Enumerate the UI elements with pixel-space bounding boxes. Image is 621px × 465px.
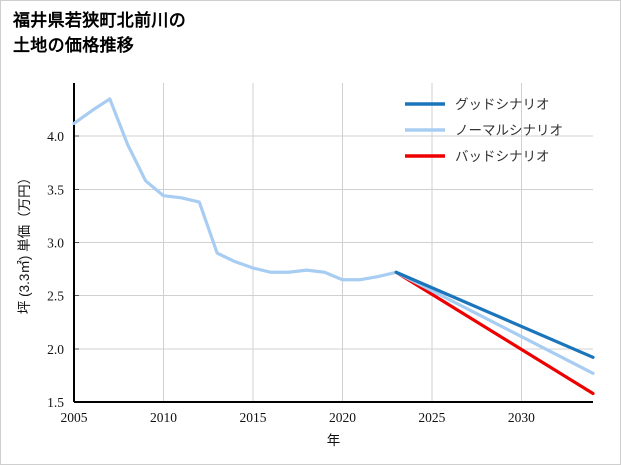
axis-titles: 年 坪 (3.3㎡) 単価（万円） [17,171,340,448]
y-tick-label: 1.5 [47,395,64,410]
y-tick-label: 2.0 [47,342,64,357]
x-tick-label: 2025 [418,410,445,425]
series-line-バッドシナリオ [394,270,595,396]
legend-label-2: バッドシナリオ [455,149,550,164]
data-series [72,97,595,396]
y-tick-label: 3.5 [47,182,64,197]
x-axis-ticks: 2005 2010 2015 2020 2025 2030 [61,410,536,425]
legend-label-1: ノーマルシナリオ [455,123,563,138]
y-axis-title: 坪 (3.3㎡) 単価（万円） [17,171,32,314]
x-tick-label: 2005 [61,410,88,425]
series-line-グッドシナリオ [394,270,595,359]
series-line-ノーマルシナリオ [72,97,595,375]
axis-lines [72,83,593,404]
y-tick-label: 3.0 [47,236,64,251]
page-title: 福井県若狭町北前川の 土地の価格推移 [13,11,186,55]
y-axis-ticks: 1.5 2.0 2.5 3.0 3.5 4.0 [47,129,79,410]
x-tick-label: 2010 [150,410,177,425]
x-tick-label: 2030 [508,410,535,425]
y-tick-label: 4.0 [47,129,64,144]
x-axis-title: 年 [327,433,341,448]
x-tick-label: 2020 [329,410,356,425]
y-tick-label: 2.5 [47,289,64,304]
legend-label-0: グッドシナリオ [455,97,550,112]
x-tick-label: 2015 [239,410,266,425]
